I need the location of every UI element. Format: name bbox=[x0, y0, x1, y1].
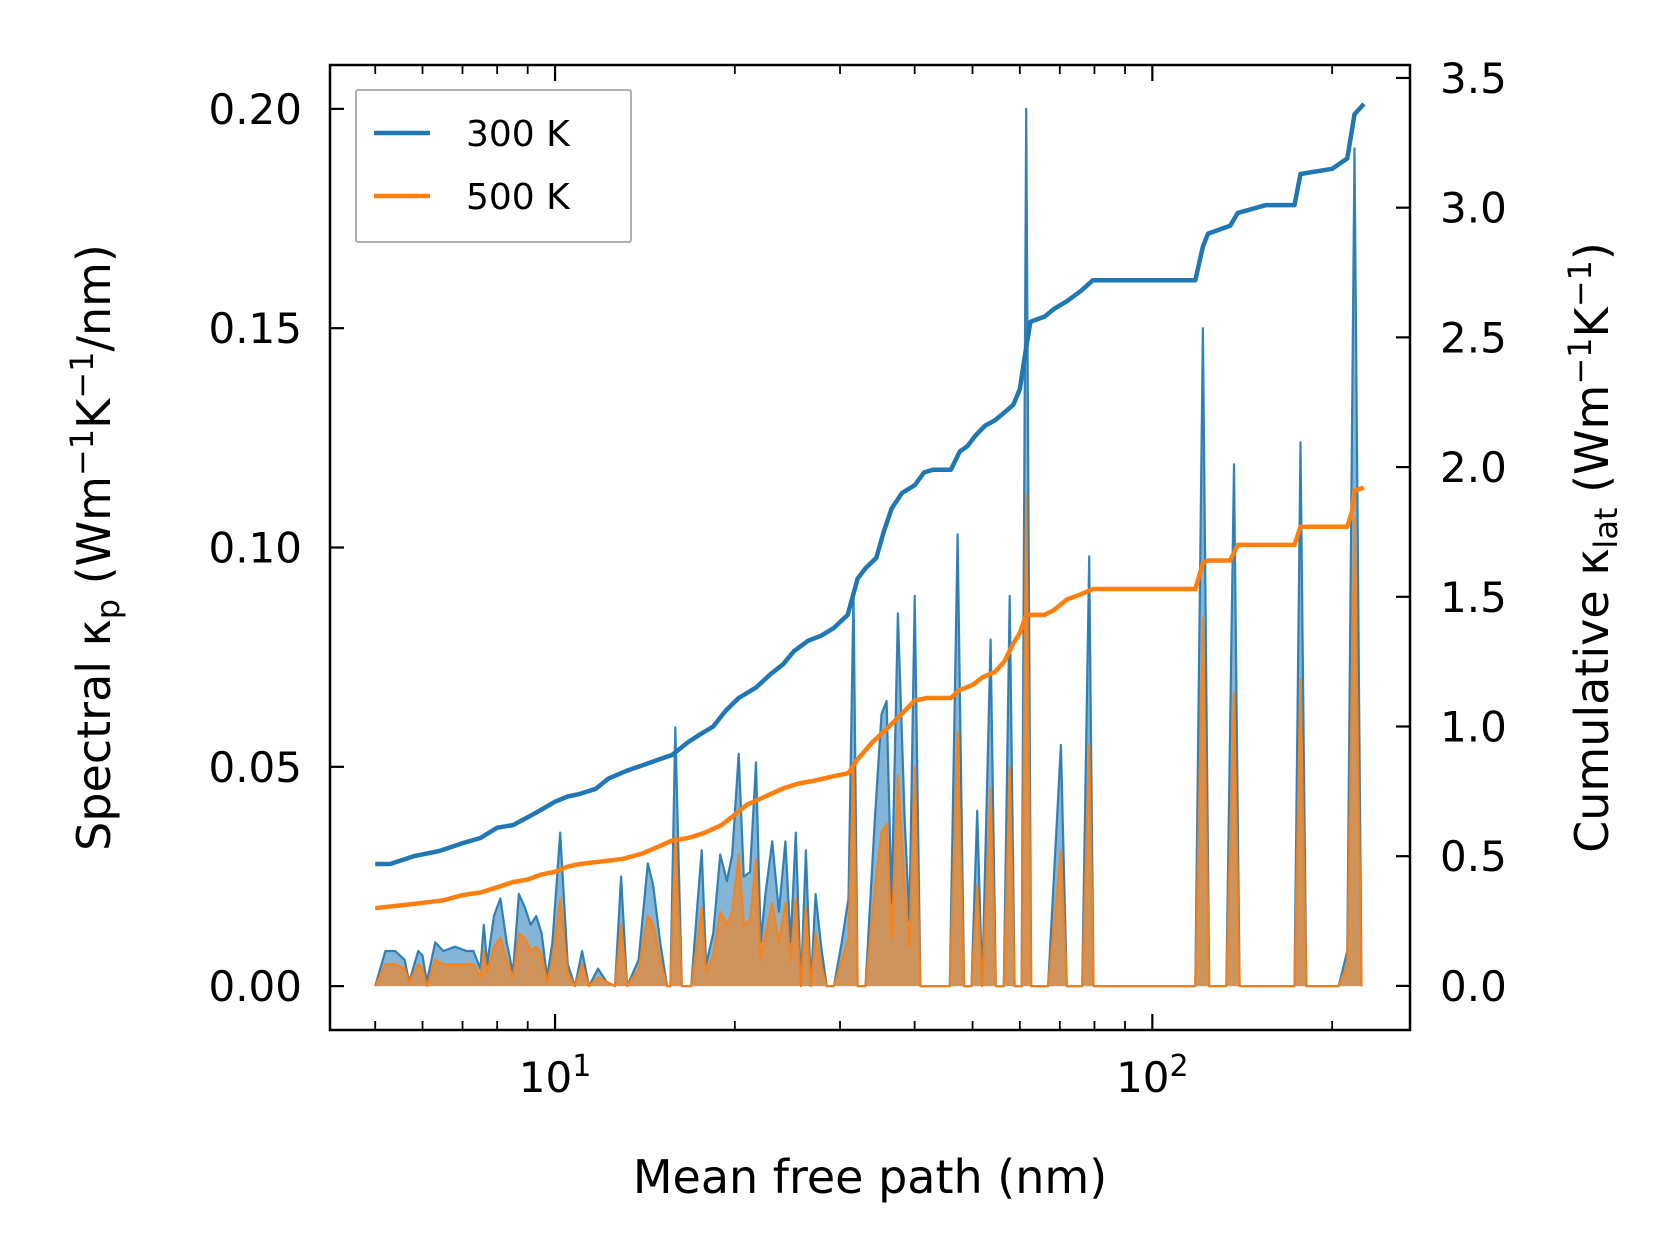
y2-tick-label: 1.0 bbox=[1440, 702, 1507, 751]
cumulative-line-500k bbox=[374, 485, 1365, 911]
y-tick-label: 0.20 bbox=[208, 85, 302, 134]
spectral-line-500k bbox=[374, 493, 1363, 988]
y2-tick-label: 1.5 bbox=[1440, 573, 1507, 622]
y2-tick-label: 3.5 bbox=[1440, 54, 1507, 103]
y2-axis-title: Cumulative κlat (Wm−1K−1) bbox=[1561, 242, 1625, 853]
x-axis-title: Mean free path (nm) bbox=[633, 1150, 1107, 1204]
legend: 300 K 500 K bbox=[355, 89, 632, 243]
axes-layer: 0.00 0.05 0.10 0.15 0.20 0.0 0.5 1.0 1.5 2.0 2.5 3.… bbox=[63, 54, 1625, 1204]
y2-tick-label: 0.0 bbox=[1440, 962, 1507, 1011]
cumulative-line-300k bbox=[375, 102, 1366, 867]
y2-tick-label: 2.0 bbox=[1440, 443, 1507, 492]
legend-label: 500 K bbox=[466, 177, 571, 218]
spectral-line-300k bbox=[374, 107, 1363, 988]
legend-box bbox=[355, 89, 632, 243]
y-tick-label: 0.05 bbox=[208, 743, 302, 792]
y-tick-label: 0.15 bbox=[208, 304, 302, 353]
x-tick-label: 102 bbox=[1116, 1049, 1189, 1102]
y-tick-label: 0.10 bbox=[208, 524, 302, 573]
y-axis-title: Spectral κp (Wm−1K−1/nm) bbox=[63, 244, 127, 851]
spectral-fill-layer bbox=[374, 107, 1363, 988]
legend-label: 300 K bbox=[466, 114, 571, 155]
y-tick-label: 0.00 bbox=[208, 962, 302, 1011]
x-tick-label: 101 bbox=[519, 1049, 592, 1102]
line-layer bbox=[374, 102, 1366, 911]
y2-tick-label: 0.5 bbox=[1440, 832, 1507, 881]
y2-tick-label: 2.5 bbox=[1440, 313, 1507, 362]
y2-tick-label: 3.0 bbox=[1440, 184, 1507, 233]
